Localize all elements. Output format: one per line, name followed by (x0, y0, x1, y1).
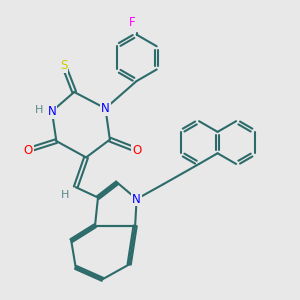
Text: N: N (132, 193, 141, 206)
Text: N: N (101, 102, 110, 115)
Text: H: H (61, 190, 70, 200)
Text: F: F (129, 16, 136, 29)
Text: O: O (23, 143, 33, 157)
Text: H: H (35, 105, 44, 115)
Text: O: O (132, 143, 141, 157)
Text: S: S (60, 59, 68, 72)
Text: N: N (47, 105, 56, 118)
